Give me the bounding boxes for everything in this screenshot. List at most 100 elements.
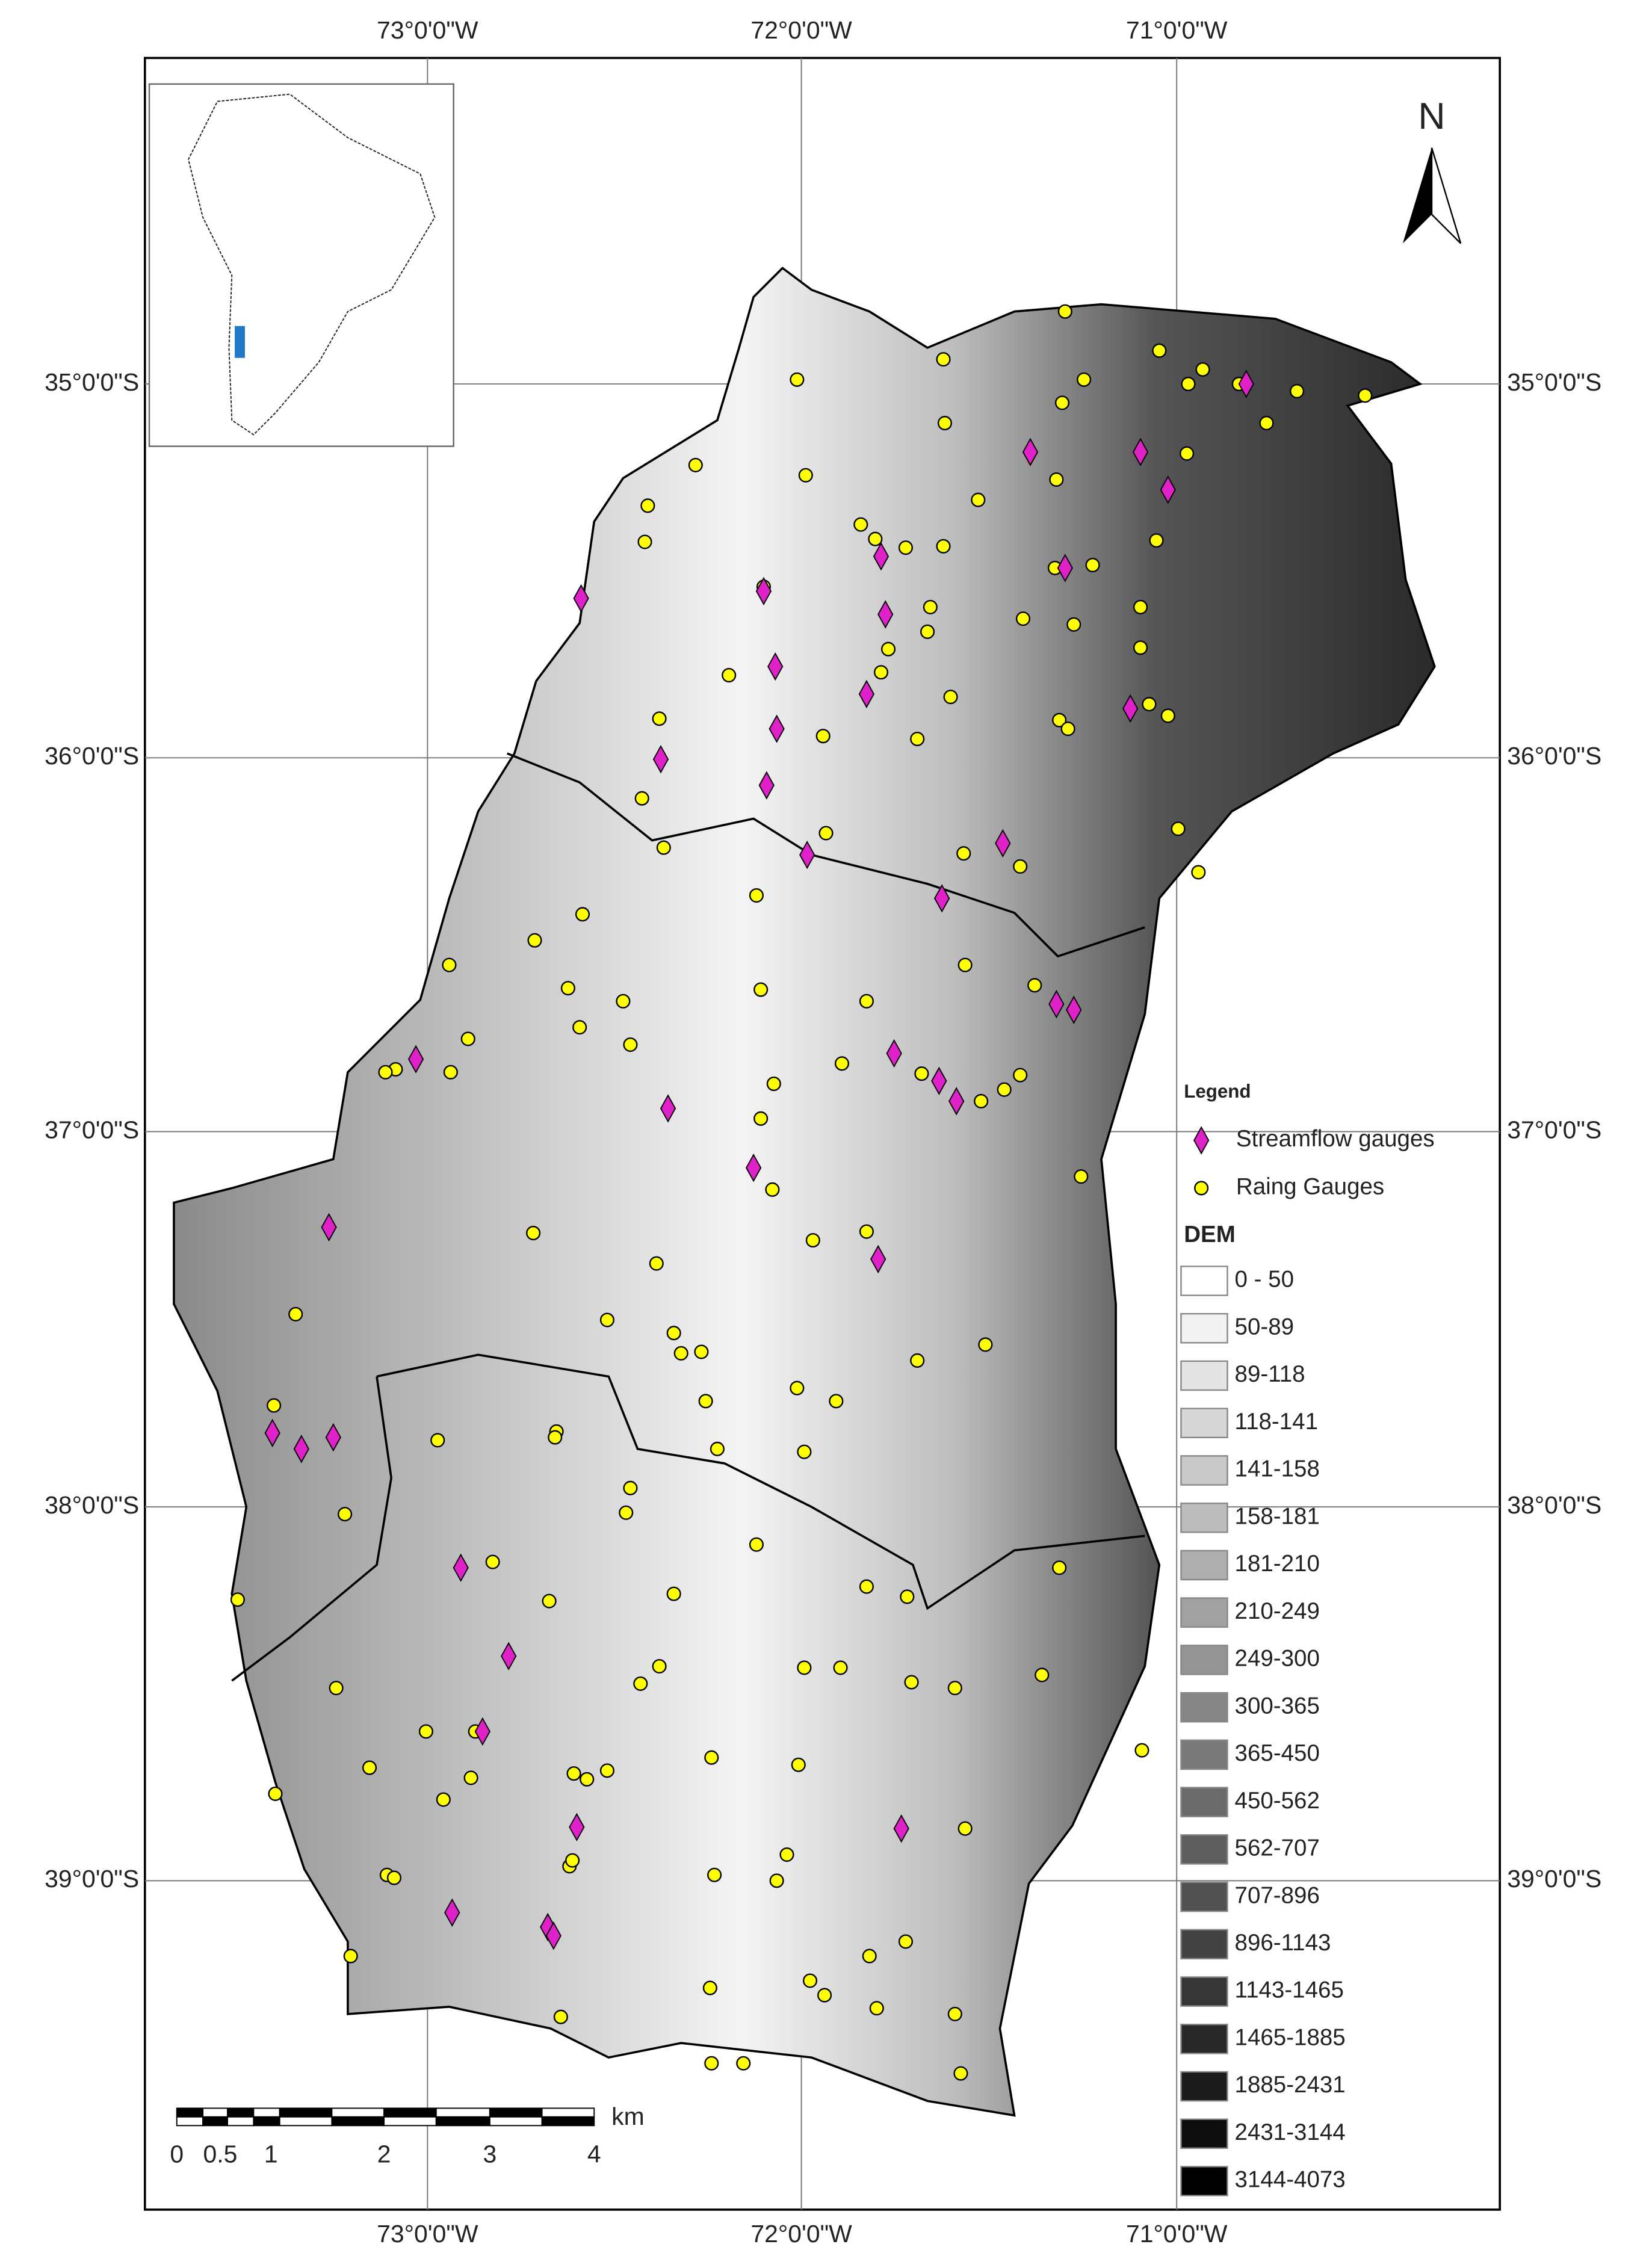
raing-gauge	[702, 1980, 717, 1995]
raing-gauge	[834, 1056, 850, 1071]
raing-gauge	[1035, 1667, 1050, 1683]
right-label: 39°0'0"S	[1507, 1865, 1601, 1893]
dem-class-label: 181-210	[1235, 1551, 1320, 1577]
raing-gauge	[694, 1344, 709, 1359]
raing-gauge	[722, 668, 737, 683]
raing-gauge	[1133, 640, 1148, 655]
streamflow-gauge	[652, 745, 669, 774]
raing-gauge	[1160, 708, 1175, 723]
raing-gauge	[791, 1757, 806, 1772]
raing-gauge	[1013, 1068, 1028, 1083]
dem-class-label: 141-158	[1235, 1456, 1320, 1482]
study-area	[173, 267, 1436, 2117]
raing-gauge	[463, 1770, 478, 1785]
raing-gauge	[766, 1077, 781, 1092]
scale-bar-segment	[541, 2107, 595, 2118]
legend-flow-symbol	[1193, 1126, 1210, 1155]
raing-gauge	[1052, 712, 1067, 728]
streamflow-gauge	[758, 771, 775, 800]
raing-gauge	[881, 641, 896, 657]
raing-gauge	[1259, 416, 1274, 431]
raing-gauge	[868, 531, 883, 546]
streamflow-gauge	[931, 1066, 947, 1095]
scale-bar-label: 0	[170, 2140, 184, 2168]
streamflow-gauge	[501, 1642, 517, 1670]
raing-gauge	[640, 498, 655, 513]
left-label: 35°0'0"S	[45, 368, 139, 396]
streamflow-gauge	[1048, 989, 1065, 1019]
raing-gauge	[797, 1660, 812, 1675]
raing-gauge	[947, 2006, 962, 2021]
raing-gauge	[797, 1444, 812, 1459]
dem-class-label: 158-181	[1235, 1503, 1320, 1529]
dem-swatch	[1180, 1550, 1228, 1581]
streamflow-gauge	[325, 1423, 341, 1452]
raing-gauge	[898, 540, 913, 555]
raing-gauge	[869, 2001, 884, 2016]
streamflow-gauge	[1066, 995, 1082, 1024]
raing-gauge	[873, 665, 889, 680]
raing-gauge	[526, 1226, 541, 1241]
raing-gauge	[859, 994, 874, 1009]
scale-bar-segment	[541, 2116, 595, 2127]
dem-class-label: 707-896	[1235, 1882, 1320, 1908]
basin-boundary	[231, 1376, 392, 1682]
raing-gauge	[633, 1676, 648, 1691]
scale-bar-segment	[279, 2116, 333, 2127]
raing-gauge	[649, 1256, 664, 1271]
raing-gauge	[418, 1724, 433, 1739]
legend-rain-symbol	[1194, 1181, 1209, 1196]
raing-gauge	[268, 1786, 283, 1801]
dem-swatch	[1180, 1597, 1228, 1628]
dem-class-label: 3144-4073	[1235, 2167, 1346, 2193]
dem-swatch	[1180, 1312, 1228, 1344]
inset-study-area	[235, 326, 245, 358]
raing-gauge	[656, 840, 671, 855]
raing-gauge	[527, 933, 542, 948]
right-label: 36°0'0"S	[1507, 742, 1601, 770]
raing-gauge	[923, 599, 938, 614]
raing-gauge	[749, 1537, 764, 1552]
scale-bar-segment	[489, 2107, 543, 2118]
scale-bar-label: 2	[377, 2140, 391, 2168]
raing-gauge	[798, 468, 813, 483]
raing-gauge	[818, 826, 834, 841]
dem-swatch	[1180, 1502, 1228, 1533]
streamflow-gauge	[948, 1087, 965, 1116]
raing-gauge	[599, 1763, 614, 1778]
scale-bar-label: 4	[587, 2140, 601, 2168]
raing-gauge	[436, 1792, 451, 1807]
raing-gauge	[936, 352, 951, 367]
raing-gauge	[974, 1093, 989, 1108]
scale-bar-label: 3	[483, 2140, 497, 2168]
streamflow-gauge	[321, 1213, 337, 1242]
raing-gauge	[859, 1579, 874, 1594]
streamflow-gauge	[444, 1898, 460, 1927]
raing-gauge	[833, 1660, 848, 1675]
raing-gauge	[616, 994, 631, 1009]
scale-bar-segment	[279, 2107, 333, 2118]
raing-gauge	[1181, 377, 1196, 392]
scale-bar-label: 1	[264, 2140, 278, 2168]
dem-class-label: 89-118	[1235, 1361, 1305, 1387]
raing-gauge	[637, 534, 652, 549]
raing-gauge	[442, 957, 457, 972]
dem-class-label: 249-300	[1235, 1646, 1320, 1672]
scale-bar-segment	[202, 2107, 229, 2118]
raing-gauge	[710, 1441, 725, 1456]
raing-gauge	[1074, 1169, 1089, 1184]
inset-frame	[148, 83, 454, 447]
raing-gauge	[1180, 446, 1195, 461]
dem-swatch	[1180, 1360, 1228, 1391]
streamflow-gauge	[799, 840, 815, 870]
raing-gauge	[937, 416, 952, 431]
raing-gauge	[548, 1430, 563, 1445]
scale-bar-segment	[489, 2116, 543, 2127]
streamflow-gauge	[660, 1094, 676, 1123]
raing-gauge	[802, 1973, 818, 1988]
raing-gauge	[978, 1337, 993, 1352]
raing-gauge	[688, 457, 703, 472]
raing-gauge	[623, 1480, 638, 1495]
legend-item: Raing Gauges	[1236, 1174, 1384, 1200]
